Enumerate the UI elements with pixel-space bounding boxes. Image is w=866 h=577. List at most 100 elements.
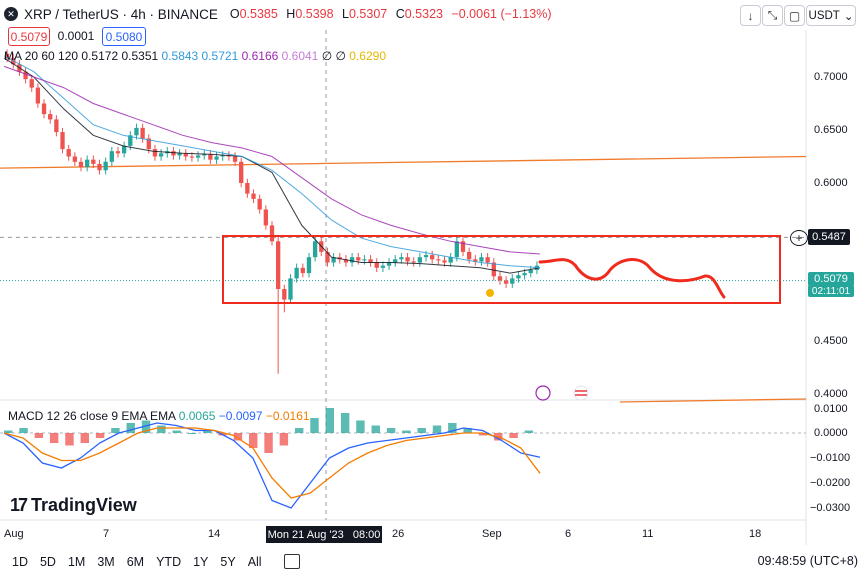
candle	[189, 156, 195, 158]
ma-line-0	[3, 57, 541, 274]
macd-hist-bar	[356, 420, 365, 433]
sell-price-button[interactable]: 0.5079	[8, 27, 50, 46]
timeframe-3m[interactable]: 3M	[97, 554, 115, 569]
candle	[177, 153, 182, 156]
candle	[436, 259, 441, 261]
ma-value-4: 0.6166	[238, 49, 279, 63]
candle	[516, 275, 521, 279]
candle	[158, 153, 164, 157]
collapse-icon[interactable]: ⤡	[762, 5, 783, 26]
candle	[54, 119, 59, 133]
candle	[146, 138, 151, 150]
macd-hist-bar	[294, 428, 304, 433]
candle	[134, 127, 139, 136]
ma-value-8: 0.6290	[345, 49, 386, 63]
candle	[257, 198, 262, 210]
candle	[152, 149, 158, 157]
candle	[23, 71, 28, 80]
event-dot	[486, 289, 494, 297]
low-key: L	[342, 7, 349, 21]
event-flash-icon	[535, 385, 551, 401]
macd-signal-value: −0.0161	[265, 409, 310, 423]
price-tick: 0.6000	[814, 177, 848, 189]
candle	[380, 265, 386, 268]
macd-tick: 0.0000	[814, 427, 848, 439]
timeframe-all[interactable]: All	[247, 554, 262, 569]
crosshair-time: 08:00	[352, 528, 381, 541]
candle	[288, 278, 293, 300]
symbol-title[interactable]: XRP / TetherUS · 4h · BINANCE	[24, 6, 218, 22]
timeframe-1m[interactable]: 1M	[67, 554, 86, 569]
currency-selector[interactable]: USDT ⌄	[806, 5, 856, 26]
candle	[325, 251, 330, 263]
macd-hist-bar	[80, 433, 89, 443]
macd-hist-bar	[310, 418, 319, 433]
candle	[48, 114, 53, 120]
timeframe-list: 1D 5D 1M 3M 6M YTD 1Y 5Y All	[0, 555, 262, 569]
candle	[183, 153, 188, 157]
timeframe-5d[interactable]: 5D	[39, 554, 56, 569]
timeframe-ytd[interactable]: YTD	[156, 554, 182, 569]
candle	[29, 79, 34, 88]
macd-hist-bar	[141, 420, 151, 433]
macd-hist-bar	[4, 430, 13, 433]
macd-hist-bar	[172, 430, 181, 433]
ma-legend[interactable]: MA 20 60 120 0.5172 0.5351 0.5843 0.5721…	[4, 49, 386, 63]
calendar-icon[interactable]	[283, 554, 300, 569]
add-alert-icon[interactable]: +	[790, 230, 808, 246]
arrow-down-icon[interactable]: ↓	[740, 5, 761, 26]
candle	[522, 273, 527, 276]
time-tick: 18	[749, 528, 762, 540]
candle	[448, 257, 453, 263]
channel-annotation-box	[222, 235, 781, 304]
candle	[41, 103, 47, 115]
spread-value: 0.0001	[57, 28, 95, 43]
ma-value-5: 0.6041	[278, 49, 319, 63]
buy-price-button[interactable]: 0.5080	[102, 27, 146, 46]
macd-tick: −0.0200	[810, 477, 851, 489]
timeframe-1d[interactable]: 1D	[12, 554, 28, 569]
price-tick: 0.7000	[814, 71, 848, 83]
price-tick: 0.4500	[814, 335, 848, 347]
macd-legend[interactable]: MACD 12 26 close 9 EMA EMA 0.0065 −0.009…	[8, 409, 310, 423]
macd-hist-bar	[478, 433, 488, 436]
price-tick: 0.4000	[814, 388, 848, 400]
ma-value-6: ∅	[318, 49, 333, 63]
macd-hist-bar	[264, 433, 273, 453]
timeframe-5y[interactable]: 5Y	[220, 554, 236, 569]
candle	[393, 259, 398, 263]
macd-hist-bar	[111, 428, 120, 433]
candle	[208, 154, 213, 160]
macd-hist-bar	[126, 423, 135, 433]
candle	[171, 151, 176, 156]
macd-hist-bar	[203, 430, 212, 433]
screenshot-icon[interactable]: ▢	[784, 5, 805, 26]
macd-hist-bar	[49, 433, 59, 443]
candle	[386, 262, 392, 266]
macd-hist-bar	[157, 425, 166, 433]
timeframe-6m[interactable]: 6M	[126, 554, 145, 569]
candle	[442, 260, 447, 263]
macd-tick: −0.0300	[810, 502, 851, 514]
currency-label: USDT	[808, 9, 840, 22]
candle	[411, 261, 416, 263]
us-flag-icon	[573, 385, 589, 401]
change-value: −0.0061 (−1.13%)	[451, 7, 552, 21]
crosshair-date: Mon 21 Aug '23	[267, 528, 344, 541]
macd-hist-bar	[509, 433, 518, 438]
time-tick: Aug	[4, 528, 24, 540]
macd-hist-bar	[417, 428, 426, 433]
candle	[454, 241, 459, 258]
trend-line	[0, 155, 807, 169]
timeframe-1y[interactable]: 1Y	[193, 554, 209, 569]
candle	[306, 257, 312, 274]
candle	[195, 155, 201, 158]
clock[interactable]: 09:48:59 (UTC+8)	[757, 554, 858, 568]
low-value: 0.5307	[348, 7, 388, 21]
candle	[60, 132, 65, 150]
macd-hist-bar	[19, 428, 28, 433]
macd-hist-bar	[402, 430, 411, 433]
candle	[214, 156, 219, 160]
candle	[399, 257, 404, 260]
